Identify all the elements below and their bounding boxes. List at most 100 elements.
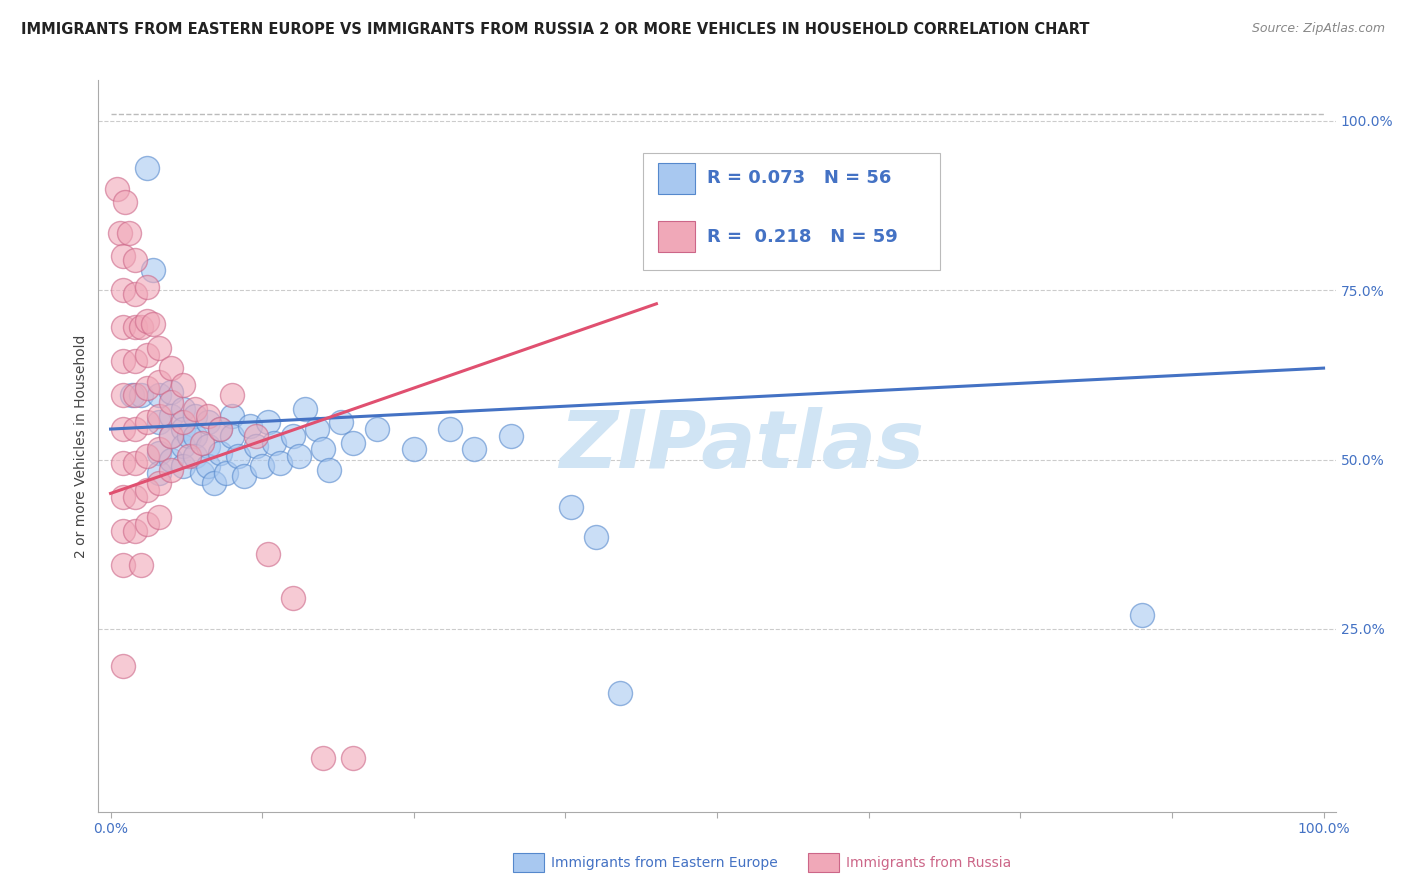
Point	[148, 415, 170, 429]
Point	[312, 442, 335, 457]
Point	[439, 422, 461, 436]
Point	[160, 395, 183, 409]
Point	[190, 435, 212, 450]
Point	[342, 435, 364, 450]
Point	[129, 388, 152, 402]
Point	[142, 263, 165, 277]
Point	[281, 429, 304, 443]
Point	[202, 476, 225, 491]
Point	[148, 409, 170, 423]
Point	[148, 388, 170, 402]
Point	[1130, 608, 1153, 623]
Point	[136, 415, 159, 429]
Point	[148, 446, 170, 460]
Point	[136, 348, 159, 362]
Point	[148, 341, 170, 355]
Text: Source: ZipAtlas.com: Source: ZipAtlas.com	[1251, 22, 1385, 36]
FancyBboxPatch shape	[658, 221, 695, 252]
Point	[269, 456, 291, 470]
Point	[111, 249, 134, 263]
Point	[172, 378, 194, 392]
Point	[197, 409, 219, 423]
Point	[111, 320, 134, 334]
Point	[160, 429, 183, 443]
Text: Immigrants from Russia: Immigrants from Russia	[846, 855, 1012, 870]
Point	[366, 422, 388, 436]
Point	[136, 314, 159, 328]
Point	[221, 429, 243, 443]
Point	[257, 547, 280, 561]
Point	[111, 388, 134, 402]
Point	[110, 226, 132, 240]
Point	[124, 286, 146, 301]
Point	[124, 456, 146, 470]
Point	[221, 388, 243, 402]
Point	[221, 409, 243, 423]
Point	[124, 422, 146, 436]
Point	[111, 354, 134, 368]
Point	[172, 422, 194, 436]
Point	[111, 558, 134, 572]
Text: IMMIGRANTS FROM EASTERN EUROPE VS IMMIGRANTS FROM RUSSIA 2 OR MORE VEHICLES IN H: IMMIGRANTS FROM EASTERN EUROPE VS IMMIGR…	[21, 22, 1090, 37]
Point	[124, 252, 146, 267]
FancyBboxPatch shape	[643, 153, 939, 270]
Point	[136, 483, 159, 497]
Point	[136, 381, 159, 395]
Point	[499, 429, 522, 443]
Point	[111, 283, 134, 297]
Point	[148, 375, 170, 389]
Point	[197, 439, 219, 453]
Point	[111, 490, 134, 504]
Point	[257, 415, 280, 429]
Point	[124, 524, 146, 538]
Point	[148, 466, 170, 480]
Point	[111, 456, 134, 470]
Point	[208, 446, 231, 460]
Point	[585, 530, 607, 544]
Point	[402, 442, 425, 457]
Point	[124, 354, 146, 368]
Point	[172, 401, 194, 416]
Point	[111, 422, 134, 436]
Y-axis label: 2 or more Vehicles in Household: 2 or more Vehicles in Household	[75, 334, 89, 558]
Point	[330, 415, 353, 429]
Point	[124, 388, 146, 402]
Point	[342, 750, 364, 764]
Point	[463, 442, 485, 457]
Point	[197, 459, 219, 474]
Point	[215, 466, 238, 480]
Point	[184, 409, 207, 423]
Point	[124, 320, 146, 334]
Point	[136, 280, 159, 294]
Point	[124, 490, 146, 504]
Point	[233, 469, 256, 483]
Point	[136, 161, 159, 176]
Point	[197, 415, 219, 429]
Point	[160, 384, 183, 399]
Point	[121, 388, 143, 402]
Point	[184, 449, 207, 463]
Point	[172, 459, 194, 474]
Point	[160, 361, 183, 376]
Point	[148, 442, 170, 457]
Point	[294, 401, 316, 416]
Point	[305, 422, 328, 436]
Point	[318, 463, 340, 477]
Point	[208, 422, 231, 436]
Point	[136, 516, 159, 531]
Text: Immigrants from Eastern Europe: Immigrants from Eastern Europe	[551, 855, 778, 870]
Point	[245, 429, 267, 443]
Point	[560, 500, 582, 514]
Point	[148, 476, 170, 491]
Point	[172, 439, 194, 453]
Point	[118, 226, 141, 240]
Point	[179, 429, 201, 443]
Point	[184, 401, 207, 416]
Point	[609, 686, 631, 700]
Point	[160, 429, 183, 443]
Point	[226, 449, 249, 463]
Point	[111, 659, 134, 673]
Point	[179, 449, 201, 463]
Text: R =  0.218   N = 59: R = 0.218 N = 59	[707, 227, 898, 246]
Point	[208, 422, 231, 436]
